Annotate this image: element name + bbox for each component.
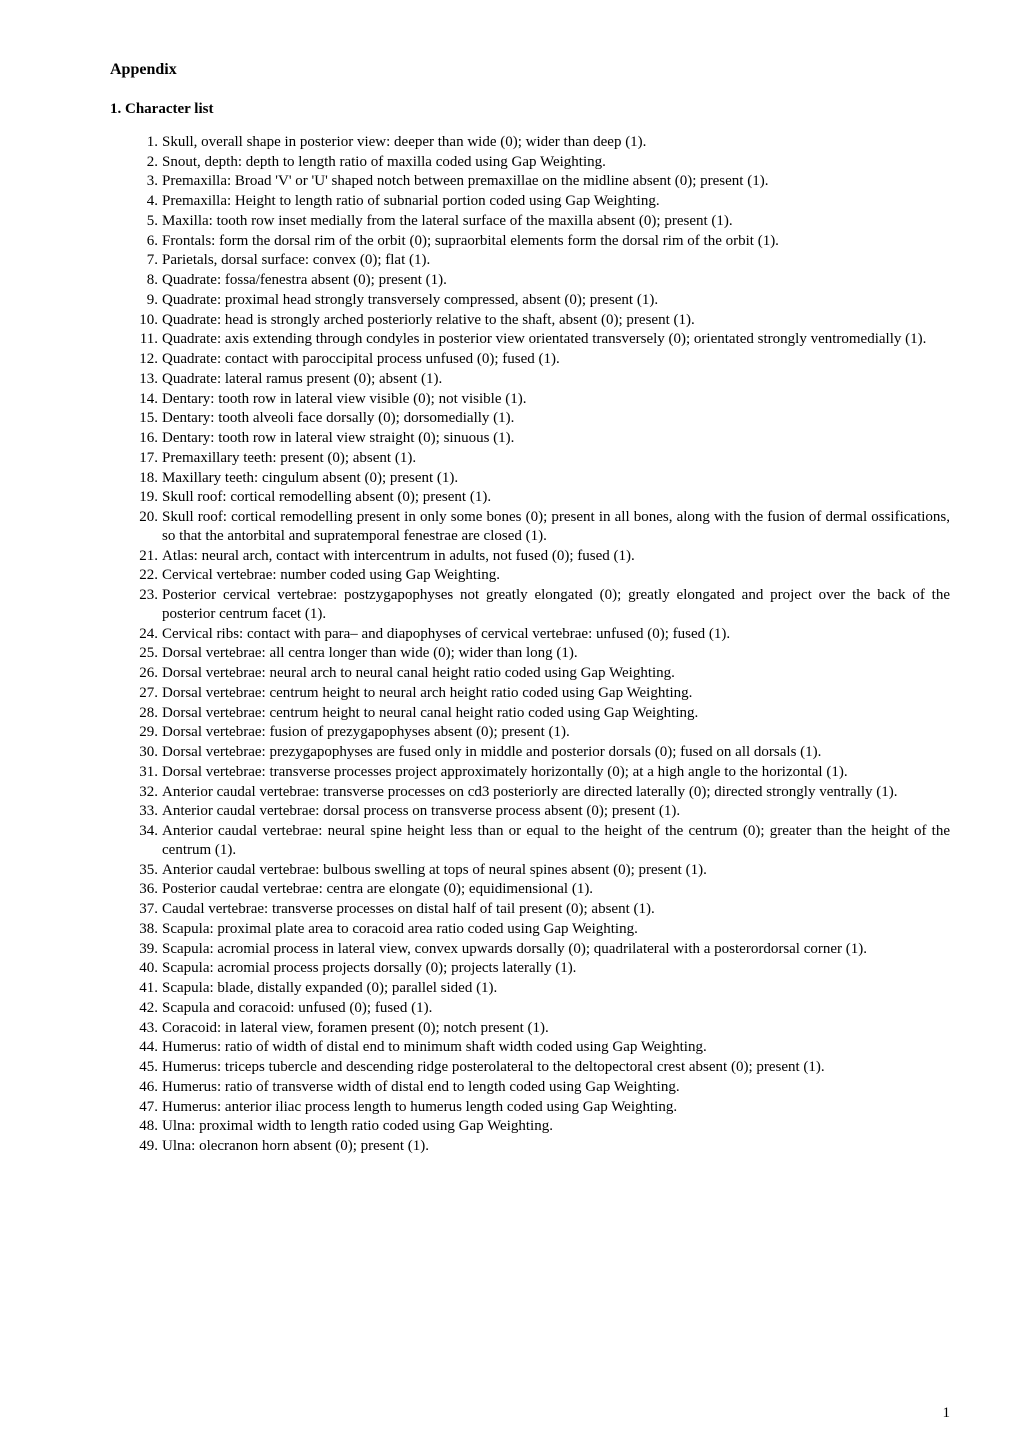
list-item: Frontals: form the dorsal rim of the orb… — [136, 232, 950, 251]
list-item: Posterior caudal vertebrae: centra are e… — [136, 880, 950, 899]
list-item: Quadrate: lateral ramus present (0); abs… — [136, 370, 950, 389]
list-item: Dorsal vertebrae: prezygapophyses are fu… — [136, 743, 950, 762]
list-item: Anterior caudal vertebrae: bulbous swell… — [136, 861, 950, 880]
list-item: Skull roof: cortical remodelling present… — [136, 508, 950, 546]
list-item: Dentary: tooth alveoli face dorsally (0)… — [136, 409, 950, 428]
list-item: Maxillary teeth: cingulum absent (0); pr… — [136, 469, 950, 488]
list-item: Quadrate: contact with paroccipital proc… — [136, 350, 950, 369]
list-item: Parietals, dorsal surface: convex (0); f… — [136, 251, 950, 270]
list-item: Premaxillary teeth: present (0); absent … — [136, 449, 950, 468]
list-item: Ulna: proximal width to length ratio cod… — [136, 1117, 950, 1136]
list-item: Anterior caudal vertebrae: transverse pr… — [136, 783, 950, 802]
list-item: Caudal vertebrae: transverse processes o… — [136, 900, 950, 919]
list-item: Humerus: ratio of width of distal end to… — [136, 1038, 950, 1057]
page-number: 1 — [943, 1404, 951, 1423]
list-item: Quadrate: axis extending through condyle… — [136, 330, 950, 349]
character-list: Skull, overall shape in posterior view: … — [136, 133, 950, 1156]
list-item: Snout, depth: depth to length ratio of m… — [136, 153, 950, 172]
list-item: Posterior cervical vertebrae: postzygapo… — [136, 586, 950, 624]
list-item: Dentary: tooth row in lateral view strai… — [136, 429, 950, 448]
list-item: Skull, overall shape in posterior view: … — [136, 133, 950, 152]
list-item: Humerus: ratio of transverse width of di… — [136, 1078, 950, 1097]
list-item: Dorsal vertebrae: transverse processes p… — [136, 763, 950, 782]
list-item: Ulna: olecranon horn absent (0); present… — [136, 1137, 950, 1156]
list-item: Coracoid: in lateral view, foramen prese… — [136, 1019, 950, 1038]
list-item: Maxilla: tooth row inset medially from t… — [136, 212, 950, 231]
list-item: Atlas: neural arch, contact with interce… — [136, 547, 950, 566]
list-item: Humerus: triceps tubercle and descending… — [136, 1058, 950, 1077]
list-item: Dorsal vertebrae: fusion of prezygapophy… — [136, 723, 950, 742]
list-item: Cervical ribs: contact with para– and di… — [136, 625, 950, 644]
list-item: Dorsal vertebrae: all centra longer than… — [136, 644, 950, 663]
list-item: Quadrate: proximal head strongly transve… — [136, 291, 950, 310]
list-item: Scapula: acromial process in lateral vie… — [136, 940, 950, 959]
list-item: Anterior caudal vertebrae: neural spine … — [136, 822, 950, 860]
list-item: Premaxilla: Broad 'V' or 'U' shaped notc… — [136, 172, 950, 191]
list-item: Skull roof: cortical remodelling absent … — [136, 488, 950, 507]
list-item: Scapula: acromial process projects dorsa… — [136, 959, 950, 978]
list-item: Anterior caudal vertebrae: dorsal proces… — [136, 802, 950, 821]
list-item: Dorsal vertebrae: centrum height to neur… — [136, 704, 950, 723]
list-item: Scapula and coracoid: unfused (0); fused… — [136, 999, 950, 1018]
section-subtitle: 1. Character list — [110, 100, 950, 119]
list-item: Dorsal vertebrae: centrum height to neur… — [136, 684, 950, 703]
list-item: Quadrate: fossa/fenestra absent (0); pre… — [136, 271, 950, 290]
list-item: Dorsal vertebrae: neural arch to neural … — [136, 664, 950, 683]
list-item: Premaxilla: Height to length ratio of su… — [136, 192, 950, 211]
list-item: Scapula: blade, distally expanded (0); p… — [136, 979, 950, 998]
list-item: Cervical vertebrae: number coded using G… — [136, 566, 950, 585]
list-item: Scapula: proximal plate area to coracoid… — [136, 920, 950, 939]
list-item: Dentary: tooth row in lateral view visib… — [136, 390, 950, 409]
appendix-title: Appendix — [110, 60, 950, 80]
list-item: Quadrate: head is strongly arched poster… — [136, 311, 950, 330]
list-item: Humerus: anterior iliac process length t… — [136, 1098, 950, 1117]
